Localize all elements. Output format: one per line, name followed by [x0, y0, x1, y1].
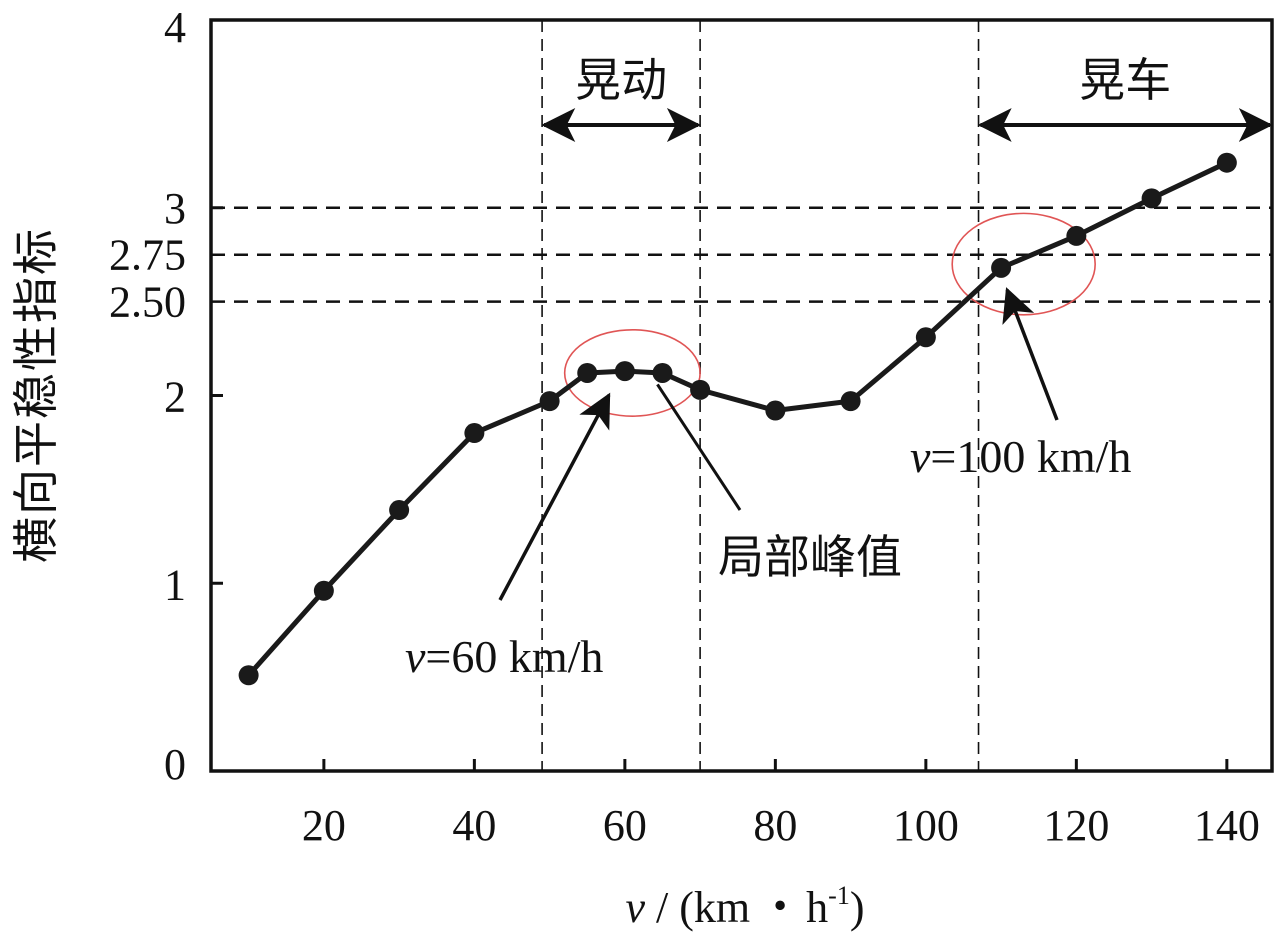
x-tick-label-1: 40 — [452, 801, 496, 850]
annotation-v100: v=100 km/h — [910, 431, 1131, 482]
region-label-sway: 晃车 — [1079, 55, 1171, 106]
data-point-12 — [991, 257, 1012, 278]
x-axis-dot: ・ — [758, 883, 802, 932]
series-line-0 — [246, 160, 1228, 677]
y-axis-title: 横向平稳性指标 — [11, 227, 62, 563]
x-tick-label-6: 140 — [1194, 801, 1260, 850]
x-tick-label-4: 100 — [893, 801, 959, 850]
y-tick-label-1: 1 — [164, 560, 186, 609]
axis-ticks: 20 40 60 80 100 120 140 0 1 2 4 — [164, 3, 1260, 850]
data-series — [238, 152, 1237, 686]
annotation-local-peak: 局部峰值 — [718, 532, 902, 583]
leader-local-peak — [656, 383, 742, 511]
annotation-v60: v=60 km/h — [405, 631, 603, 682]
region-label-shake: 晃动 — [575, 55, 667, 106]
data-point-8 — [690, 379, 711, 400]
y-tick-label-0: 0 — [164, 740, 186, 789]
data-point-6 — [614, 361, 635, 382]
x-tick-label-3: 80 — [753, 801, 797, 850]
data-point-2 — [389, 500, 410, 521]
annotations — [498, 287, 1059, 601]
data-point-7 — [652, 362, 673, 383]
highlight-circle-0 — [563, 328, 701, 417]
plot-frame — [209, 18, 1274, 773]
data-point-11 — [915, 327, 936, 348]
data-point-1 — [313, 580, 334, 601]
data-point-10 — [840, 391, 861, 412]
x-axis-var: v — [626, 883, 646, 932]
ref-line-label-0: 3 — [164, 184, 186, 233]
x-axis-unit-close: ) — [850, 883, 865, 932]
reference-lines: 32.752.50 — [109, 184, 1272, 327]
annotation-v60-var: v — [405, 631, 426, 682]
data-point-4 — [539, 391, 560, 412]
ref-line-label-2: 2.50 — [109, 278, 186, 327]
arrow-v60 — [498, 392, 611, 601]
data-point-3 — [464, 423, 485, 444]
annotation-v100-text: =100 km/h — [930, 431, 1131, 482]
y-tick-label-2: 2 — [164, 373, 186, 422]
data-point-9 — [765, 400, 786, 421]
data-point-13 — [1066, 225, 1087, 246]
data-point-5 — [577, 362, 598, 383]
x-axis-unit-base: h — [806, 883, 828, 932]
annotation-v100-var: v — [910, 431, 931, 482]
x-axis-title: v / (km ・h-1) — [626, 881, 865, 932]
arrow-v100 — [1002, 287, 1059, 421]
x-tick-label-5: 120 — [1043, 801, 1109, 850]
ref-line-label-1: 2.75 — [109, 231, 186, 280]
plot-frame-rect — [209, 18, 1274, 773]
data-point-14 — [1141, 188, 1162, 209]
region-boundary-lines — [541, 20, 1273, 771]
y-tick-label-4: 4 — [164, 3, 186, 52]
data-point-15 — [1216, 152, 1237, 173]
x-tick-label-2: 60 — [603, 801, 647, 850]
data-point-0 — [238, 665, 259, 686]
x-tick-label-0: 20 — [302, 801, 346, 850]
x-axis-unit-open: / (km — [645, 883, 750, 932]
annotation-v60-text: =60 km/h — [425, 631, 603, 682]
x-axis-unit-exp: -1 — [828, 881, 850, 910]
